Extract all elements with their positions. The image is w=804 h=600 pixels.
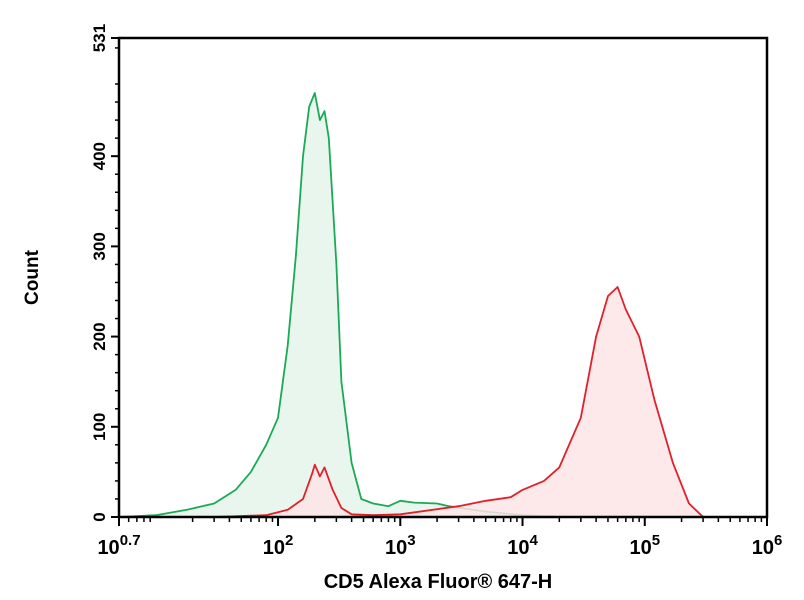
x-tick-label: 102 — [263, 532, 294, 559]
y-tick-label: 531 — [90, 24, 109, 52]
series-2-line — [119, 286, 704, 518]
x-tick-label: 104 — [507, 532, 538, 559]
x-tick-label: 103 — [385, 532, 416, 559]
plot-frame — [117, 36, 769, 519]
series-2-fill — [119, 287, 704, 517]
x-tick-label: 100.7 — [97, 532, 140, 559]
x-tick-label: 105 — [629, 532, 660, 559]
y-tick-label: 0 — [90, 512, 109, 521]
series-1-line — [118, 92, 560, 518]
y-tick-label: 300 — [90, 232, 109, 260]
x-axis-title: CD5 Alexa Fluor® 647-H — [324, 571, 553, 593]
ticks-layer: 0 100 200 300 400 531 100.7 102 103 104 105 106 — [90, 24, 782, 559]
x-tick-label: 106 — [752, 532, 783, 559]
y-tick-label: 200 — [90, 322, 109, 350]
y-axis-title: Count — [22, 249, 43, 305]
series-1-fill — [119, 93, 560, 517]
series-layer — [118, 92, 704, 518]
y-tick-label: 100 — [90, 413, 109, 441]
y-tick-label: 400 — [90, 142, 109, 170]
